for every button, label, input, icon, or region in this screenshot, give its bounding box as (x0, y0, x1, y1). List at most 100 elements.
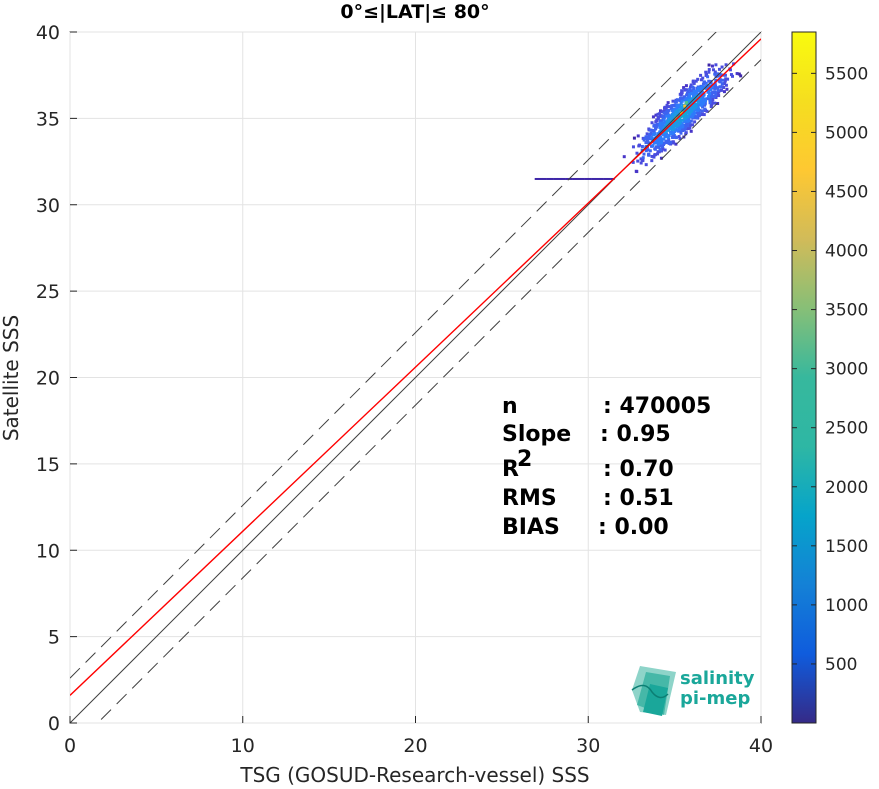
density-cell (684, 131, 688, 135)
density-cell (685, 119, 689, 123)
density-cell (576, 177, 581, 180)
density-cell (645, 138, 649, 142)
regression-line (70, 38, 761, 696)
colorbar-tick-label: 500 (825, 655, 857, 675)
density-cell (704, 86, 708, 90)
density-cell (697, 89, 701, 93)
density-cell (683, 119, 687, 123)
y-tick-label: 5 (48, 627, 60, 649)
y-tick-label: 0 (48, 713, 60, 735)
density-cell (631, 160, 635, 164)
reference-lines (70, 32, 761, 723)
density-cell (662, 141, 666, 145)
density-cell (692, 103, 696, 107)
density-cell (632, 136, 636, 140)
density-cell (710, 64, 714, 68)
reference-line (96, 59, 761, 723)
logo-mark-icon (631, 666, 676, 716)
colorbar-ticks: 500 1000 1500 2000 2500 3000 3500 4000 4500 5000 5… (792, 64, 868, 675)
density-cell (644, 135, 648, 139)
density-cell (667, 139, 671, 143)
colorbar (791, 31, 817, 724)
stat-value: : 0.51 (603, 486, 674, 511)
density-cell (654, 127, 658, 131)
density-cell (693, 120, 697, 124)
density-cell (707, 79, 711, 83)
salinity-pi-mep-logo: salinity pi-mep (631, 666, 755, 716)
density-cell (689, 119, 693, 123)
density-cell (691, 123, 695, 127)
density-cell (687, 99, 691, 103)
density-cell (684, 101, 688, 105)
density-cell (693, 114, 697, 118)
density-cell (716, 72, 720, 76)
density-cell (659, 114, 663, 118)
density-cell (671, 103, 675, 107)
y-tick-label: 35 (36, 108, 60, 130)
density-cell (694, 89, 698, 93)
density-cell (717, 73, 721, 77)
density-cell (656, 150, 660, 154)
density-cell (656, 117, 660, 121)
density-cell (692, 90, 696, 94)
logo-line2: pi-mep (680, 688, 750, 709)
density-cell (702, 93, 706, 97)
x-tick-label: 30 (576, 735, 600, 757)
density-cell (692, 92, 696, 96)
density-cell (711, 97, 715, 101)
density-cell (636, 134, 640, 138)
density-cell (646, 148, 650, 152)
density-cell (713, 70, 717, 74)
density-cell (667, 137, 671, 141)
density-cell (568, 177, 573, 180)
density-cell (713, 101, 717, 105)
colorbar-tick-label: 3500 (825, 301, 868, 321)
density-cell (699, 103, 703, 107)
density-cell (692, 81, 696, 85)
density-cell (720, 82, 724, 86)
density-cell (534, 177, 539, 180)
density-cell (714, 93, 718, 97)
density-cell (701, 105, 705, 109)
density-cell (662, 111, 666, 115)
density-cell (683, 96, 687, 100)
stat-label-superscript: 2 (517, 447, 532, 472)
colorbar-tick-label: 1500 (825, 537, 868, 557)
density-cell (644, 141, 648, 145)
density-cell (656, 112, 660, 116)
density-cell (679, 131, 683, 135)
density-cell (688, 123, 692, 127)
density-cell (662, 109, 666, 113)
x-tick-label: 40 (749, 735, 773, 757)
density-cell (660, 140, 664, 144)
density-cell (631, 145, 635, 149)
density-cell (699, 96, 703, 100)
density-cell (679, 128, 683, 132)
colorbar-tick-label: 1000 (825, 596, 868, 616)
density-cell (649, 128, 653, 132)
density-cell (661, 147, 665, 151)
density-cell (673, 135, 677, 139)
density-cell (704, 81, 708, 85)
density-cell (702, 113, 706, 117)
density-cell (701, 82, 705, 86)
stat-label: n (502, 394, 518, 419)
density-cell (685, 115, 689, 119)
chart-title: 0°≤|LAT|≤ 80° (340, 1, 489, 23)
density-cell (674, 116, 678, 120)
density-cell (724, 63, 728, 67)
density-cell (683, 114, 687, 118)
density-cell (704, 99, 708, 103)
density-cell (690, 115, 694, 119)
y-tick-label: 40 (36, 22, 60, 44)
reference-line (70, 32, 717, 679)
density-cell (699, 78, 703, 82)
density-cell (723, 79, 727, 83)
y-tick-label: 15 (36, 454, 60, 476)
density-cell (714, 79, 718, 83)
density-cell (696, 114, 700, 118)
density-cell (700, 86, 704, 90)
density-cell (686, 127, 690, 131)
density-cell (679, 111, 683, 115)
density-cell (647, 152, 651, 156)
